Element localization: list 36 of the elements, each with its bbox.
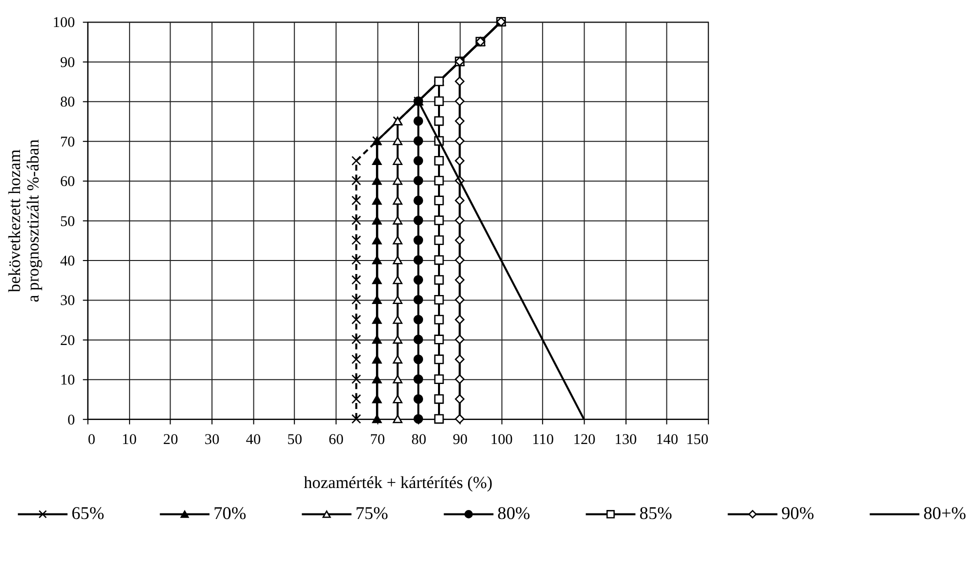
y-tick-label: 30 bbox=[60, 293, 75, 310]
y-tick-label: 80 bbox=[60, 94, 75, 111]
y-tick-label: 20 bbox=[60, 332, 75, 349]
legend-label: 85% bbox=[639, 503, 672, 524]
legend-label: 65% bbox=[71, 503, 104, 524]
x-tick-label: 150 bbox=[686, 432, 708, 448]
legend-label: 70% bbox=[213, 503, 246, 524]
x-tick-label: 40 bbox=[246, 432, 261, 448]
y-tick-label: 40 bbox=[60, 254, 75, 270]
y-tick-label: 90 bbox=[60, 54, 75, 71]
x-tick-label: 100 bbox=[490, 432, 513, 448]
legend-label: 75% bbox=[355, 503, 388, 524]
x-tick-label: 30 bbox=[204, 432, 220, 448]
legend-label: 80% bbox=[497, 503, 530, 524]
y-tick-label: 50 bbox=[60, 214, 75, 230]
legend-label: 90% bbox=[781, 503, 814, 524]
x-tick-label: 20 bbox=[163, 432, 178, 448]
y-tick-label: 60 bbox=[60, 174, 75, 190]
x-tick-label: 10 bbox=[122, 432, 137, 448]
x-axis-title: hozamérték + kártérítés (%) bbox=[304, 472, 493, 492]
y-tick-label: 70 bbox=[60, 134, 75, 150]
y-tick-label: 10 bbox=[60, 372, 75, 389]
y-tick-label: 100 bbox=[52, 15, 75, 32]
x-tick-label: 60 bbox=[328, 432, 344, 448]
x-tick-label: 130 bbox=[614, 432, 637, 448]
legend-label: 80+% bbox=[923, 503, 966, 524]
x-tick-label: 0 bbox=[88, 432, 96, 448]
x-tick-label: 140 bbox=[656, 432, 678, 448]
x-tick-label: 110 bbox=[532, 432, 554, 448]
x-tick-label: 50 bbox=[287, 432, 302, 448]
x-tick-label: 120 bbox=[573, 432, 596, 448]
y-axis-title: bekövetkezett hozam a prognosztizált %-ában bbox=[4, 138, 43, 302]
x-tick-label: 90 bbox=[452, 432, 468, 448]
x-tick-label: 70 bbox=[370, 432, 385, 448]
x-tick-label: 80 bbox=[411, 432, 426, 448]
y-tick-label: 0 bbox=[68, 412, 75, 428]
